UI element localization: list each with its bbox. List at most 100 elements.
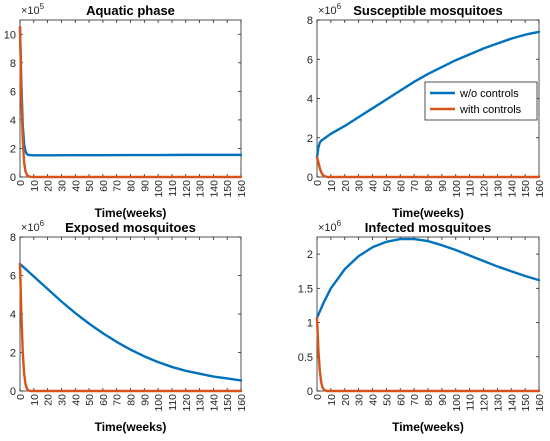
- x-tick-label: 130: [195, 180, 207, 198]
- y-tick-label: 6: [10, 271, 16, 283]
- x-tick-label: 160: [236, 180, 248, 198]
- y-tick-label: 2: [10, 348, 16, 360]
- x-tick-label: 120: [181, 394, 193, 412]
- x-tick-label: 140: [208, 180, 220, 198]
- series-line-with-controls: [315, 316, 541, 393]
- x-tick-label: 70: [409, 394, 421, 406]
- axis-multiplier-base: ×10: [21, 222, 40, 234]
- x-tick-label: 150: [222, 180, 234, 198]
- x-tick-label: 30: [56, 180, 68, 192]
- x-tick-label: 150: [520, 180, 532, 198]
- x-tick-label: 10: [29, 180, 41, 192]
- x-axis-label: Time(weeks): [95, 420, 167, 434]
- y-tick-label: 4: [307, 94, 313, 106]
- x-tick-label: 50: [381, 394, 393, 406]
- y-tick-label: 0.5: [298, 352, 313, 364]
- legend: w/o controls with controls: [424, 81, 538, 121]
- x-tick-label: 100: [153, 180, 165, 198]
- x-tick-label: 80: [126, 394, 138, 406]
- x-tick-label: 80: [126, 180, 138, 192]
- x-tick-label: 20: [43, 180, 55, 192]
- axis-multiplier: ×105: [21, 2, 45, 17]
- x-tick-label: 50: [84, 394, 96, 406]
- x-axis-label: Time(weeks): [392, 206, 464, 220]
- y-tick-label: 8: [307, 15, 313, 27]
- series-line-with-controls: [315, 156, 541, 179]
- x-axis-label: Time(weeks): [95, 206, 167, 220]
- x-tick-label: 30: [354, 180, 366, 192]
- x-tick-label: 40: [70, 180, 82, 192]
- y-tick-label: 6: [10, 86, 16, 98]
- axis-multiplier-exponent: 6: [337, 2, 342, 11]
- y-tick-label: 2: [10, 143, 16, 155]
- x-tick-label: 10: [29, 394, 41, 406]
- axis-multiplier-exponent: 5: [40, 2, 45, 11]
- y-tick-label: 0: [10, 386, 16, 398]
- plot-area: [19, 236, 242, 392]
- x-tick-label: 30: [56, 394, 68, 406]
- y-tick-label: 4: [10, 115, 16, 127]
- x-tick-label: 90: [437, 180, 449, 192]
- x-tick-label: 50: [381, 180, 393, 192]
- axis-multiplier: ×106: [318, 2, 342, 17]
- x-tick-label: 110: [465, 394, 477, 411]
- series-line-without-controls: [18, 262, 243, 382]
- y-tick-label: 1: [307, 318, 313, 330]
- subplot-title: Infected mosquitoes: [365, 220, 491, 235]
- x-tick-label: 0: [312, 180, 324, 186]
- axis-multiplier-exponent: 6: [337, 219, 342, 228]
- x-tick-label: 70: [409, 180, 421, 192]
- series-line-without-controls: [315, 30, 541, 159]
- axis-multiplier-base: ×10: [318, 5, 337, 17]
- y-tick-label: 4: [10, 309, 16, 321]
- x-tick-label: 50: [84, 180, 96, 192]
- x-tick-label: 60: [98, 394, 110, 406]
- legend-entry: with controls: [459, 104, 522, 116]
- x-tick-label: 140: [506, 394, 518, 412]
- axis-multiplier-base: ×10: [21, 5, 40, 17]
- legend-box: [424, 81, 538, 121]
- x-tick-label: 140: [506, 180, 518, 198]
- x-tick-label: 130: [492, 394, 504, 412]
- x-tick-label: 100: [451, 180, 463, 198]
- x-tick-label: 130: [195, 394, 207, 412]
- x-tick-label: 140: [208, 394, 220, 412]
- subplot-title: Exposed mosquitoes: [65, 220, 196, 235]
- series-line-with-controls: [18, 262, 243, 393]
- x-tick-label: 110: [167, 394, 179, 411]
- x-tick-label: 160: [534, 394, 546, 412]
- plot-area: [19, 19, 242, 178]
- x-tick-label: 90: [437, 394, 449, 406]
- axis-multiplier: ×106: [21, 219, 45, 234]
- x-tick-label: 60: [98, 180, 110, 192]
- x-tick-label: 0: [15, 180, 27, 186]
- x-tick-label: 80: [423, 394, 435, 406]
- y-tick-label: 8: [10, 58, 16, 70]
- x-tick-label: 90: [139, 180, 151, 192]
- y-tick-label: 6: [307, 54, 313, 66]
- series-line-without-controls: [315, 237, 541, 319]
- x-axis-label: Time(weeks): [392, 420, 464, 434]
- y-tick-label: 8: [10, 232, 16, 244]
- x-tick-label: 120: [181, 180, 193, 198]
- x-tick-label: 110: [167, 180, 179, 197]
- x-tick-label: 160: [236, 394, 248, 412]
- subplot-title: Susceptible mosquitoes: [353, 3, 503, 18]
- x-tick-label: 40: [368, 180, 380, 192]
- x-tick-label: 90: [139, 394, 151, 406]
- x-tick-label: 10: [326, 394, 338, 406]
- plot-area: [316, 236, 540, 392]
- y-tick-label: 2: [307, 133, 313, 145]
- y-tick-label: 1.5: [298, 283, 313, 295]
- x-tick-label: 120: [479, 180, 491, 198]
- x-tick-label: 10: [326, 180, 338, 192]
- x-tick-label: 80: [423, 180, 435, 192]
- axis-multiplier-exponent: 6: [40, 219, 45, 228]
- x-tick-label: 40: [368, 394, 380, 406]
- x-tick-label: 60: [395, 394, 407, 406]
- x-tick-label: 20: [43, 394, 55, 406]
